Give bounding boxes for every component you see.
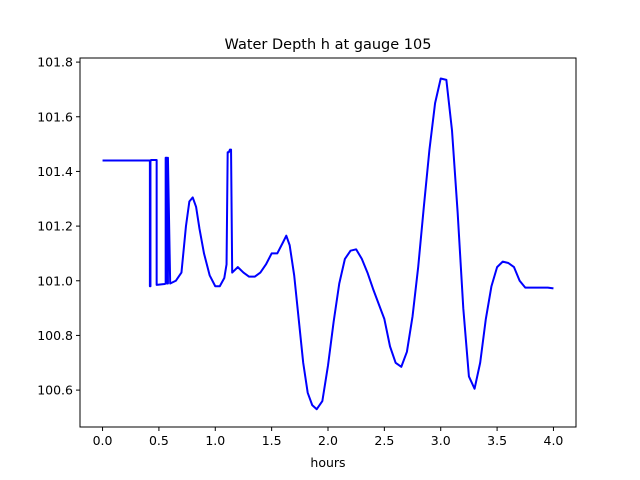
series-line-water-depth: [102, 77, 554, 411]
x-tick-label: 2.0: [318, 433, 338, 448]
y-axis: 100.6 100.8 101.0 101.2 101.4 101.6 101.8: [37, 55, 80, 398]
y-tick-label: 101.0: [37, 273, 73, 288]
x-tick-label: 3.5: [487, 433, 507, 448]
y-tick-label: 101.2: [37, 219, 73, 234]
x-tick-label: 0.0: [93, 433, 113, 448]
x-axis-label: hours: [310, 455, 345, 470]
x-tick-label: 1.0: [205, 433, 225, 448]
y-tick-label: 101.4: [37, 164, 73, 179]
y-tick-label: 100.8: [37, 328, 73, 343]
x-axis: 0.0 0.5 1.0 1.5 2.0 2.5 3.0 3.5 4.0: [93, 427, 564, 448]
y-tick-label: 101.6: [37, 109, 73, 124]
x-tick-label: 1.5: [262, 433, 282, 448]
y-tick-label: 101.8: [37, 55, 73, 70]
x-tick-label: 3.0: [431, 433, 451, 448]
chart-title: Water Depth h at gauge 105: [225, 37, 432, 53]
y-tick-label: 100.6: [37, 383, 73, 398]
x-tick-label: 2.5: [374, 433, 394, 448]
x-tick-label: 4.0: [544, 433, 564, 448]
x-tick-label: 0.5: [149, 433, 169, 448]
